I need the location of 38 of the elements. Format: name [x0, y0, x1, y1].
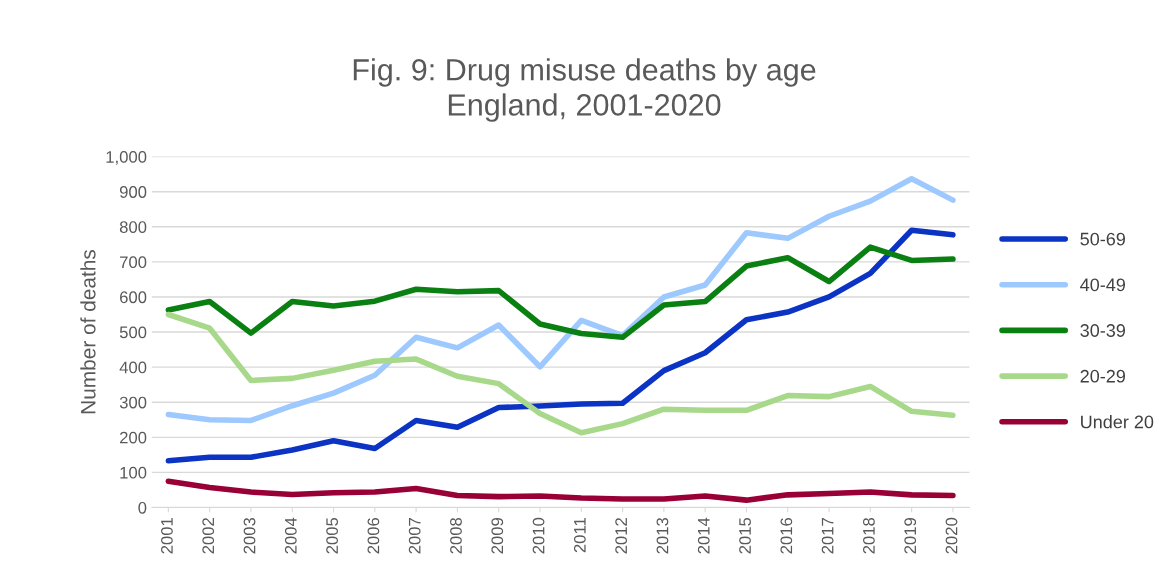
x-tick-label: 2015: [739, 517, 751, 554]
x-tick-label: 2019: [904, 518, 917, 554]
x-tick-label: 2020: [945, 517, 958, 554]
y-tick-label: 200: [120, 431, 147, 444]
x-tick-label: 2016: [780, 517, 793, 554]
x-tick-label: 2008: [450, 517, 462, 554]
legend-label: 40-49: [1080, 278, 1125, 292]
x-tick-label: 2017: [821, 518, 834, 554]
legend-label: Under 20: [1081, 415, 1154, 429]
x-tick-label: 2007: [408, 518, 421, 554]
legend-label: 30-39: [1080, 324, 1125, 337]
chart-title: Fig. 9: Drug misuse deaths by age England, 2001-2020: [353, 58, 816, 122]
legend-label: 50-69: [1080, 232, 1125, 246]
y-axis-title: Number of deaths: [80, 250, 96, 414]
y-tick-label: 0: [138, 501, 147, 514]
y-tick-label: 500: [119, 326, 147, 339]
x-tick-label: 2004: [284, 517, 297, 554]
x-tick-label: 2010: [532, 517, 545, 554]
y-tick-label: 100: [120, 466, 147, 479]
y-tick-label: 1,000: [106, 151, 147, 165]
x-tick-label: 2003: [243, 517, 256, 554]
y-tick-label: 700: [120, 256, 147, 269]
y-tick-label: 300: [119, 396, 147, 409]
x-tick-label: 2009: [491, 518, 504, 554]
x-tick-label: 2006: [367, 517, 380, 554]
x-tick-label: 2005: [326, 517, 338, 554]
y-tick-label: 600: [120, 291, 147, 304]
x-tick-label: 2001: [161, 518, 173, 554]
x-tick-label: 2011: [573, 518, 586, 553]
x-tick-label: 2018: [863, 517, 875, 554]
x-tick-label: 2014: [697, 517, 710, 554]
y-tick-label: 800: [119, 221, 147, 233]
x-tick-label: 2012: [615, 518, 628, 554]
x-tick-label: 2013: [656, 517, 669, 554]
x-tick-label: 2002: [202, 518, 215, 554]
legend-label: 20-29: [1080, 369, 1125, 383]
y-tick-label: 400: [119, 361, 147, 374]
y-tick-label: 900: [119, 186, 147, 198]
